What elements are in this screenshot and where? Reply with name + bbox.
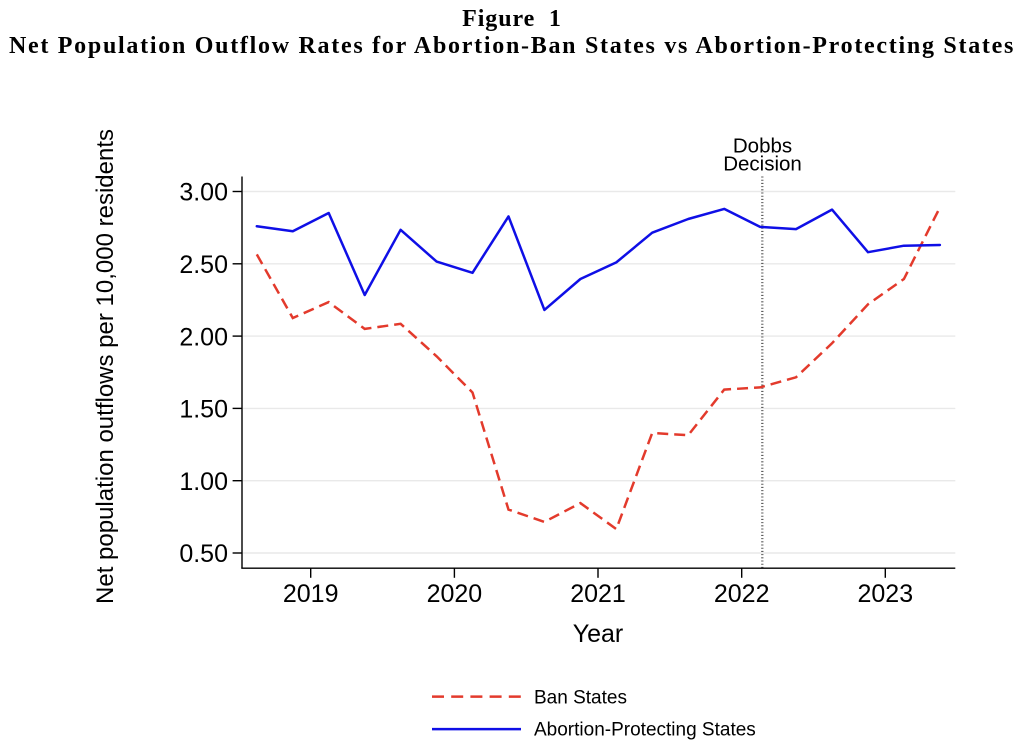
svg-text:Dobbs: Dobbs (733, 135, 792, 158)
svg-text:2.00: 2.00 (179, 323, 228, 351)
svg-text:2019: 2019 (283, 580, 339, 608)
svg-text:Net population outflows per 10: Net population outflows per 10,000 resid… (92, 129, 119, 604)
svg-text:2021: 2021 (570, 580, 626, 608)
svg-text:2.50: 2.50 (179, 251, 228, 279)
svg-text:3.00: 3.00 (179, 179, 228, 207)
svg-text:2023: 2023 (857, 580, 913, 608)
svg-text:2022: 2022 (714, 580, 770, 608)
svg-text:Abortion-Protecting States: Abortion-Protecting States (534, 719, 756, 740)
svg-text:2020: 2020 (427, 580, 483, 608)
svg-text:Year: Year (573, 620, 624, 648)
svg-text:0.50: 0.50 (179, 540, 228, 568)
svg-text:1.00: 1.00 (179, 468, 228, 496)
svg-text:Ban States: Ban States (534, 687, 627, 708)
svg-text:Decision: Decision (723, 153, 802, 176)
svg-text:1.50: 1.50 (179, 396, 228, 424)
